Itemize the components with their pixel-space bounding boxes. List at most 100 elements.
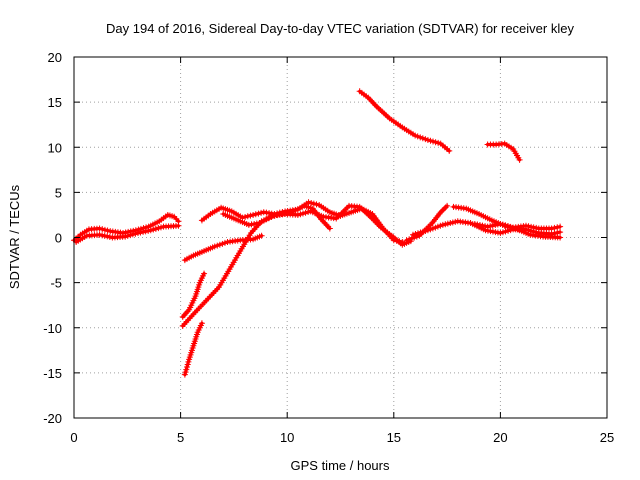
data-point	[557, 229, 564, 236]
data-point	[557, 223, 564, 230]
data-point	[183, 366, 190, 373]
series-arc-04	[179, 202, 333, 329]
data-point	[104, 227, 111, 234]
y-tick-label: 10	[48, 140, 62, 155]
data-point	[533, 224, 540, 231]
data-series	[71, 88, 564, 378]
data-point	[106, 233, 113, 240]
data-point	[185, 358, 192, 365]
y-tick-label: -20	[43, 411, 62, 426]
series-arc-10	[484, 140, 523, 163]
data-point	[258, 232, 265, 239]
data-point	[147, 227, 154, 234]
data-point	[484, 223, 491, 230]
data-point	[412, 132, 419, 139]
y-tick-label: 20	[48, 50, 62, 65]
data-point	[104, 233, 111, 240]
data-point	[499, 229, 506, 236]
data-point	[528, 223, 535, 230]
data-point	[99, 226, 106, 233]
data-point	[137, 229, 144, 236]
series-arc-02	[73, 222, 182, 246]
data-point	[326, 225, 333, 232]
data-point	[499, 221, 506, 228]
series-arc-09	[356, 88, 453, 154]
data-point	[216, 241, 223, 248]
data-point	[497, 229, 504, 236]
data-point	[548, 225, 555, 232]
data-point	[406, 236, 413, 243]
data-point	[557, 234, 564, 241]
data-point	[132, 230, 139, 237]
data-point	[250, 211, 257, 218]
data-point	[430, 138, 437, 145]
data-point	[150, 226, 157, 233]
data-point	[181, 371, 188, 378]
data-point	[403, 237, 410, 244]
x-tick-label: 5	[177, 430, 184, 445]
data-point	[211, 243, 218, 250]
y-tick-label: -15	[43, 366, 62, 381]
x-tick-label: 15	[387, 430, 401, 445]
x-tick-label: 10	[280, 430, 294, 445]
series-arc-05	[179, 270, 208, 320]
data-point	[198, 320, 205, 327]
data-point	[419, 135, 426, 142]
data-point	[502, 222, 509, 229]
data-point	[494, 221, 501, 228]
y-tick-label: -5	[50, 276, 62, 291]
series-arc-14	[471, 220, 564, 232]
data-point	[157, 224, 164, 231]
data-point	[219, 240, 226, 247]
data-point	[305, 199, 312, 206]
data-point	[96, 225, 103, 232]
data-point	[482, 223, 489, 230]
data-point	[140, 228, 147, 235]
data-point	[297, 211, 304, 218]
data-point	[479, 222, 486, 229]
data-point	[424, 137, 431, 144]
data-point	[487, 223, 494, 230]
data-point	[214, 242, 221, 249]
data-point	[408, 235, 415, 242]
data-point	[446, 147, 453, 154]
data-point	[134, 229, 141, 236]
data-point	[221, 239, 228, 246]
data-point	[201, 270, 208, 277]
axis-ticks: 0 5 10 15 20 25 -20 -15 -10 -5 0 5 10 15 20	[43, 50, 614, 445]
data-point	[127, 232, 134, 239]
data-point	[152, 225, 159, 232]
data-point	[507, 223, 514, 230]
data-point	[247, 212, 254, 219]
data-point	[184, 361, 191, 368]
data-point	[99, 232, 106, 239]
y-tick-label: 5	[55, 185, 62, 200]
plot-frame	[73, 56, 608, 419]
data-point	[502, 228, 509, 235]
data-point	[255, 210, 262, 217]
data-point	[422, 136, 429, 143]
data-point	[242, 213, 249, 220]
data-point	[476, 222, 483, 229]
data-point	[427, 137, 434, 144]
data-point	[155, 225, 162, 232]
data-point	[258, 209, 265, 216]
data-point	[505, 223, 512, 230]
y-tick-label: -10	[43, 321, 62, 336]
x-tick-label: 0	[70, 430, 77, 445]
data-point	[414, 133, 421, 140]
y-tick-label: 0	[55, 231, 62, 246]
data-point	[122, 233, 129, 240]
series-arc-08	[220, 202, 414, 248]
chart-title: Day 194 of 2016, Sidereal Day-to-day VTE…	[106, 21, 574, 36]
data-point	[417, 134, 424, 141]
y-axis-label: SDTVAR / TECUs	[7, 184, 22, 289]
data-point	[244, 213, 251, 220]
x-tick-label: 20	[493, 430, 507, 445]
data-point	[525, 223, 532, 230]
data-point	[444, 202, 451, 209]
data-point	[175, 222, 182, 229]
data-point	[435, 139, 442, 146]
data-point	[492, 222, 499, 229]
data-point	[124, 232, 131, 239]
